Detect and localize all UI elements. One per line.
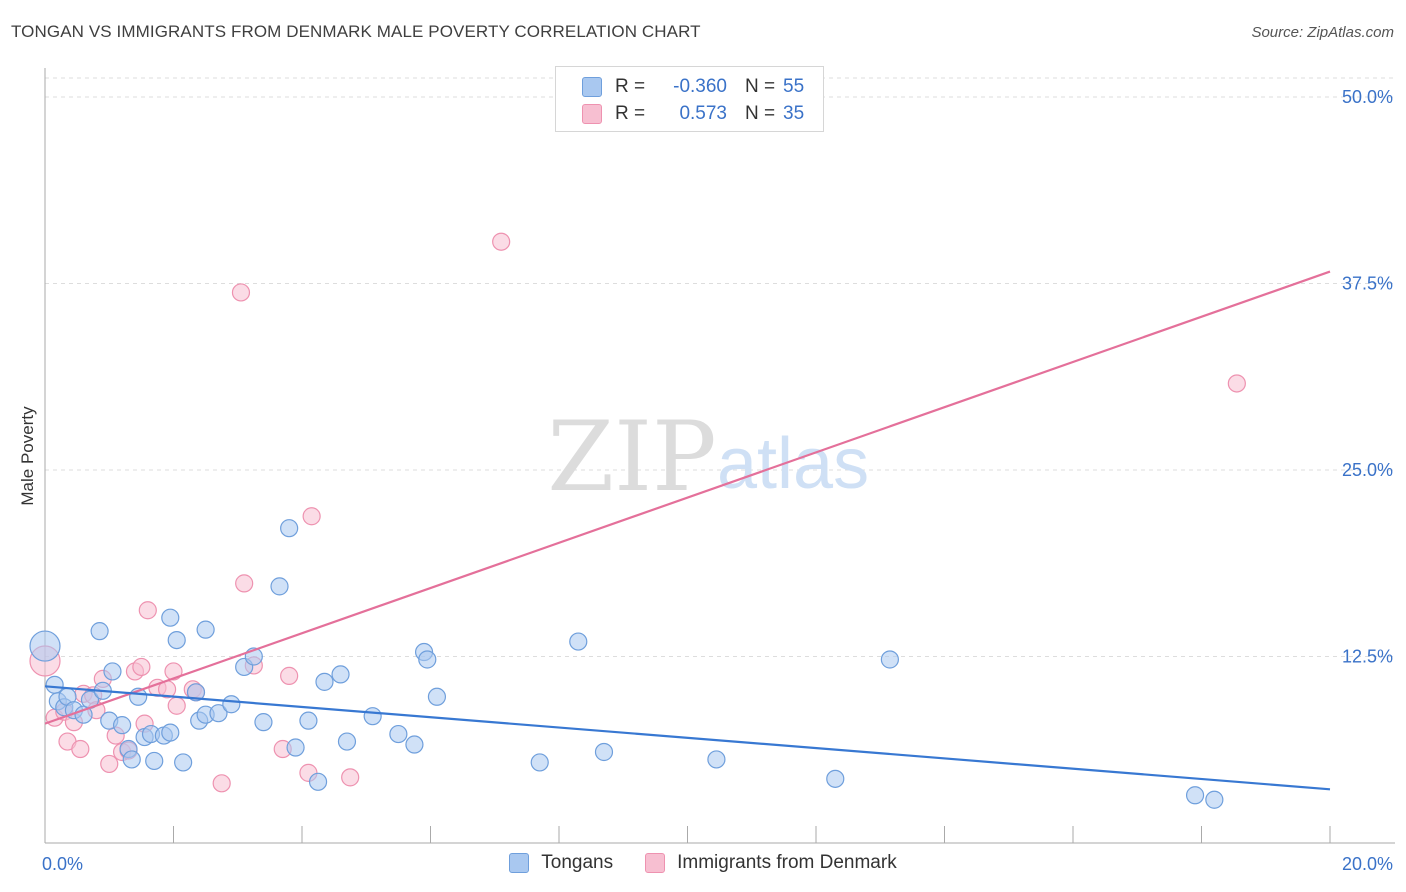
tongans-point (29, 630, 61, 662)
tongans-point (209, 704, 228, 723)
denmark-point (212, 774, 231, 793)
tongans-point (196, 620, 215, 639)
tongans-point (337, 732, 357, 751)
tongans-point (569, 632, 588, 651)
tongans-point (280, 519, 299, 538)
n-label: N = (745, 76, 776, 97)
tongans-points (29, 519, 1224, 809)
tongans-point (145, 751, 164, 771)
n-value: 55 (783, 76, 805, 97)
tongans-point (286, 738, 305, 757)
r-value: -0.360 (673, 76, 727, 97)
tick-labels: 12.5% 25.0% 37.5% 50.0% 0.0% 20.0% (42, 87, 1393, 874)
tongans-point (222, 695, 241, 714)
tongans-point (174, 753, 193, 772)
denmark-point (167, 696, 186, 715)
x-tick-label: 20.0% (1342, 854, 1393, 874)
watermark: ZIP atlas (547, 401, 869, 513)
tongans-point (530, 753, 549, 772)
chart-title: TONGAN VS IMMIGRANTS FROM DENMARK MALE P… (11, 22, 701, 41)
n-value: 35 (783, 103, 805, 124)
n-label: N = (745, 103, 776, 124)
legend-label: Immigrants from Denmark (677, 852, 897, 873)
legend-item-tongans[interactable]: Tongans (509, 852, 613, 874)
tongans-point (112, 716, 132, 735)
denmark-point (1227, 374, 1246, 393)
series-legend: Tongans Immigrants from Denmark (0, 852, 1406, 874)
tongans-point (299, 711, 318, 730)
trend-lines (44, 270, 1331, 791)
tongans-point (161, 723, 180, 742)
tongans-point (161, 608, 180, 627)
denmark-point (235, 574, 254, 593)
tongans-point (254, 713, 273, 732)
tongans-point (315, 672, 334, 691)
tongans-point (186, 683, 206, 702)
tongans-point (308, 772, 328, 791)
y-tick-label: 12.5% (1342, 647, 1393, 667)
y-tick-label: 37.5% (1342, 274, 1393, 294)
tongans-point (389, 724, 408, 744)
tongans-point (826, 769, 845, 788)
tongans-point (405, 735, 424, 754)
denmark-point (132, 657, 151, 677)
denmark-swatch (582, 104, 602, 124)
denmark-trend-line (44, 270, 1331, 725)
tongans-point (427, 687, 447, 706)
y-tick-label: 50.0% (1342, 87, 1393, 107)
denmark-point (302, 507, 321, 526)
tongans-point (167, 630, 186, 650)
tongans-point (594, 742, 614, 762)
tongans-point (1185, 786, 1205, 805)
gridlines (45, 77, 1395, 657)
r-label: R = (615, 103, 646, 124)
axes (44, 68, 1395, 844)
denmark-point (71, 739, 90, 759)
denmark-point (492, 232, 511, 251)
denmark-point (138, 601, 157, 620)
denmark-swatch (645, 853, 666, 873)
correlation-legend: R = -0.360 N = 55 R = 0.573 N = 35 (555, 66, 824, 132)
r-label: R = (615, 76, 646, 97)
denmark-point (231, 283, 251, 302)
y-tick-label: 25.0% (1342, 460, 1393, 480)
tongans-point (103, 662, 122, 681)
denmark-point (341, 768, 360, 787)
x-tick-label: 0.0% (42, 854, 83, 874)
tongans-point (418, 650, 437, 669)
tongans-point (363, 707, 382, 726)
tongans-point (90, 622, 109, 641)
watermark-zip: ZIP (547, 401, 716, 513)
tongans-swatch (582, 77, 602, 97)
legend-row-denmark: R = 0.573 N = 35 (582, 102, 804, 126)
tongans-point (331, 665, 350, 684)
tongans-point (270, 577, 289, 596)
tongans-swatch (509, 853, 530, 873)
tongans-point (880, 650, 899, 669)
tongans-trend-line (44, 685, 1331, 791)
denmark-point (164, 662, 183, 681)
legend-item-denmark[interactable]: Immigrants from Denmark (645, 852, 897, 874)
watermark-atlas: atlas (717, 424, 869, 504)
denmark-point (100, 754, 119, 774)
tongans-point (707, 750, 726, 769)
legend-label: Tongans (541, 852, 614, 873)
source-label: Source: ZipAtlas.com (1251, 24, 1394, 41)
tongans-point (122, 750, 141, 769)
tongans-point (1205, 790, 1224, 809)
r-value: 0.573 (679, 103, 727, 124)
tongans-point (45, 675, 64, 694)
denmark-point (280, 666, 299, 685)
legend-row-tongans: R = -0.360 N = 55 (582, 75, 804, 99)
